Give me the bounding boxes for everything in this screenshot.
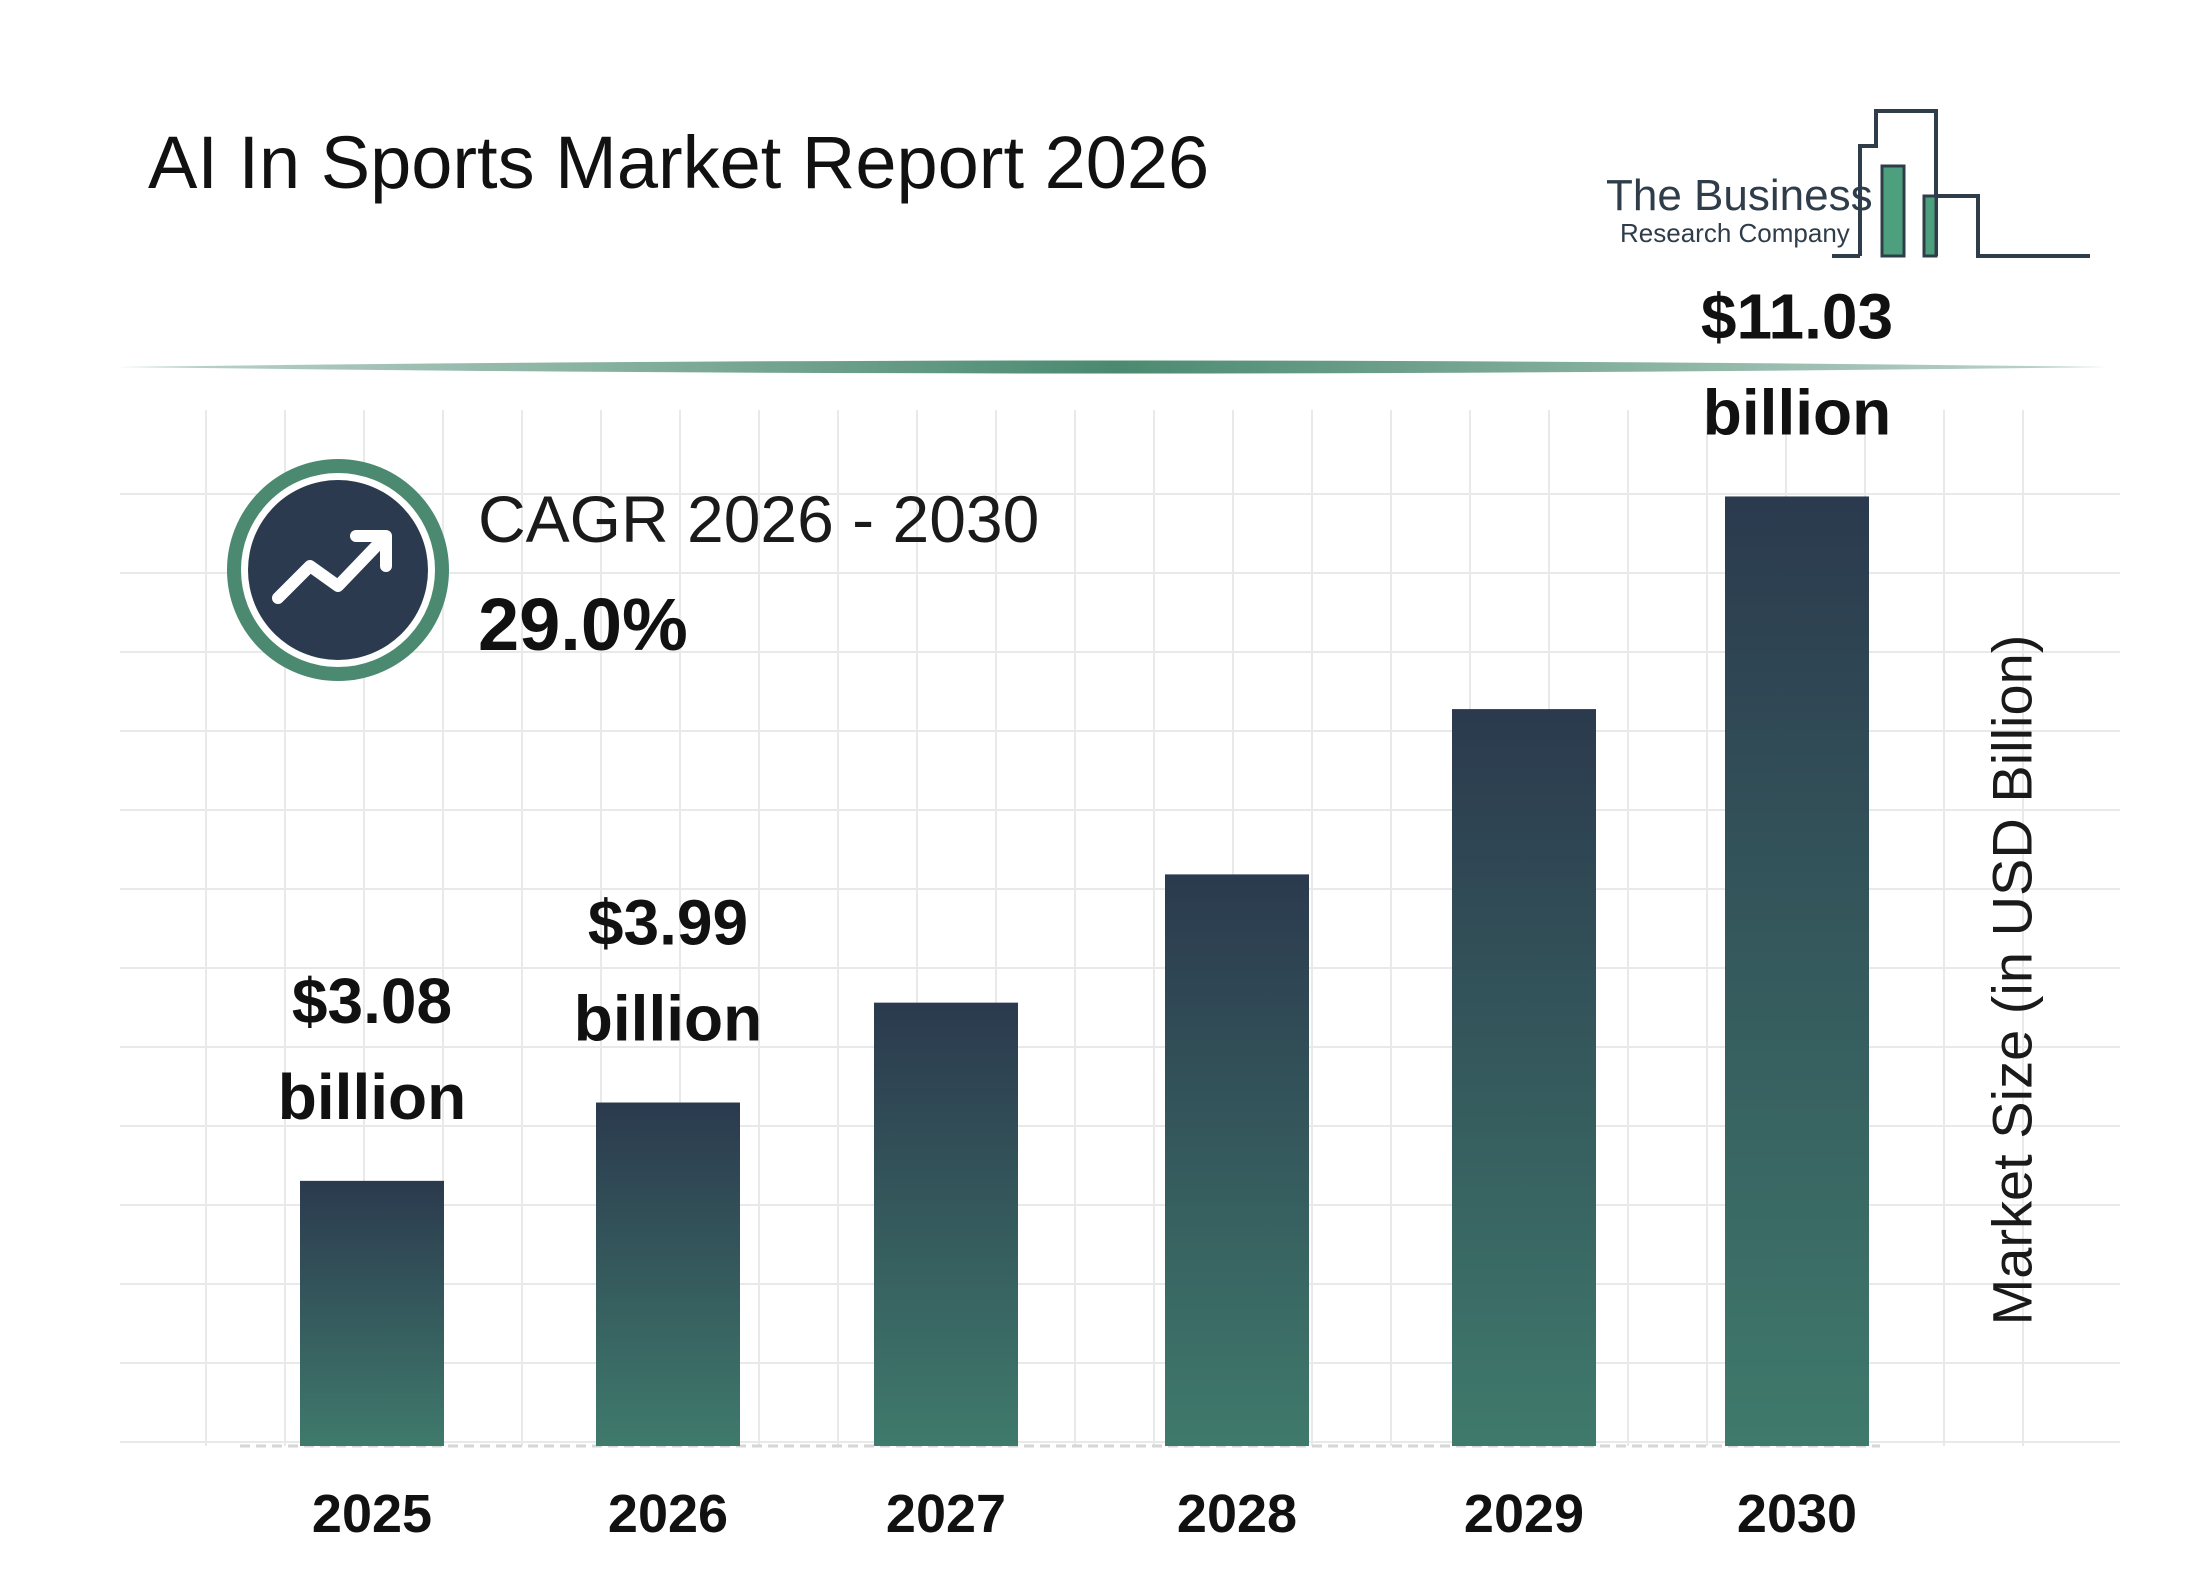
chart-bars — [300, 496, 1869, 1446]
cagr-label: CAGR 2026 - 2030 — [478, 482, 1040, 556]
x-tick-label: 2027 — [886, 1484, 1006, 1544]
page-title: AI In Sports Market Report 2026 — [148, 121, 1210, 204]
logo-text-secondary: Research Company — [1620, 218, 1850, 248]
data-label-unit: billion — [574, 983, 762, 1055]
bar-2027 — [874, 1002, 1018, 1446]
y-axis-label: Market Size (in USD Billion) — [1980, 634, 2044, 1326]
cagr-value: 29.0% — [478, 583, 688, 666]
company-logo: The Business Research Company — [1590, 108, 2090, 264]
chart-x-ticks: 2025 2026 2027 2028 2029 2030 — [312, 1484, 1857, 1544]
bar-2028 — [1165, 874, 1309, 1446]
data-label-value: $3.08 — [292, 965, 452, 1037]
bar-2030 — [1725, 496, 1869, 1446]
data-label-unit: billion — [1703, 376, 1891, 448]
x-tick-label: 2025 — [312, 1484, 432, 1544]
data-label-unit: billion — [278, 1061, 466, 1133]
x-tick-label: 2030 — [1737, 1484, 1857, 1544]
x-tick-label: 2029 — [1464, 1484, 1584, 1544]
cagr-badge — [227, 459, 449, 681]
trending-up-icon — [272, 530, 392, 604]
logo-text-primary: The Business — [1606, 171, 1873, 220]
bar-2026 — [596, 1102, 740, 1446]
data-label-value: $3.99 — [588, 887, 748, 959]
data-label-value: $11.03 — [1701, 280, 1893, 352]
header-divider — [118, 360, 2108, 374]
bar-2025 — [300, 1180, 444, 1446]
x-tick-label: 2026 — [608, 1484, 728, 1544]
x-tick-label: 2028 — [1177, 1484, 1297, 1544]
bar-2029 — [1452, 709, 1596, 1446]
chart-data-labels: $3.08 billion $3.99 billion $11.03 billion — [278, 280, 1893, 1132]
logo-buildings-icon — [1832, 109, 2090, 258]
